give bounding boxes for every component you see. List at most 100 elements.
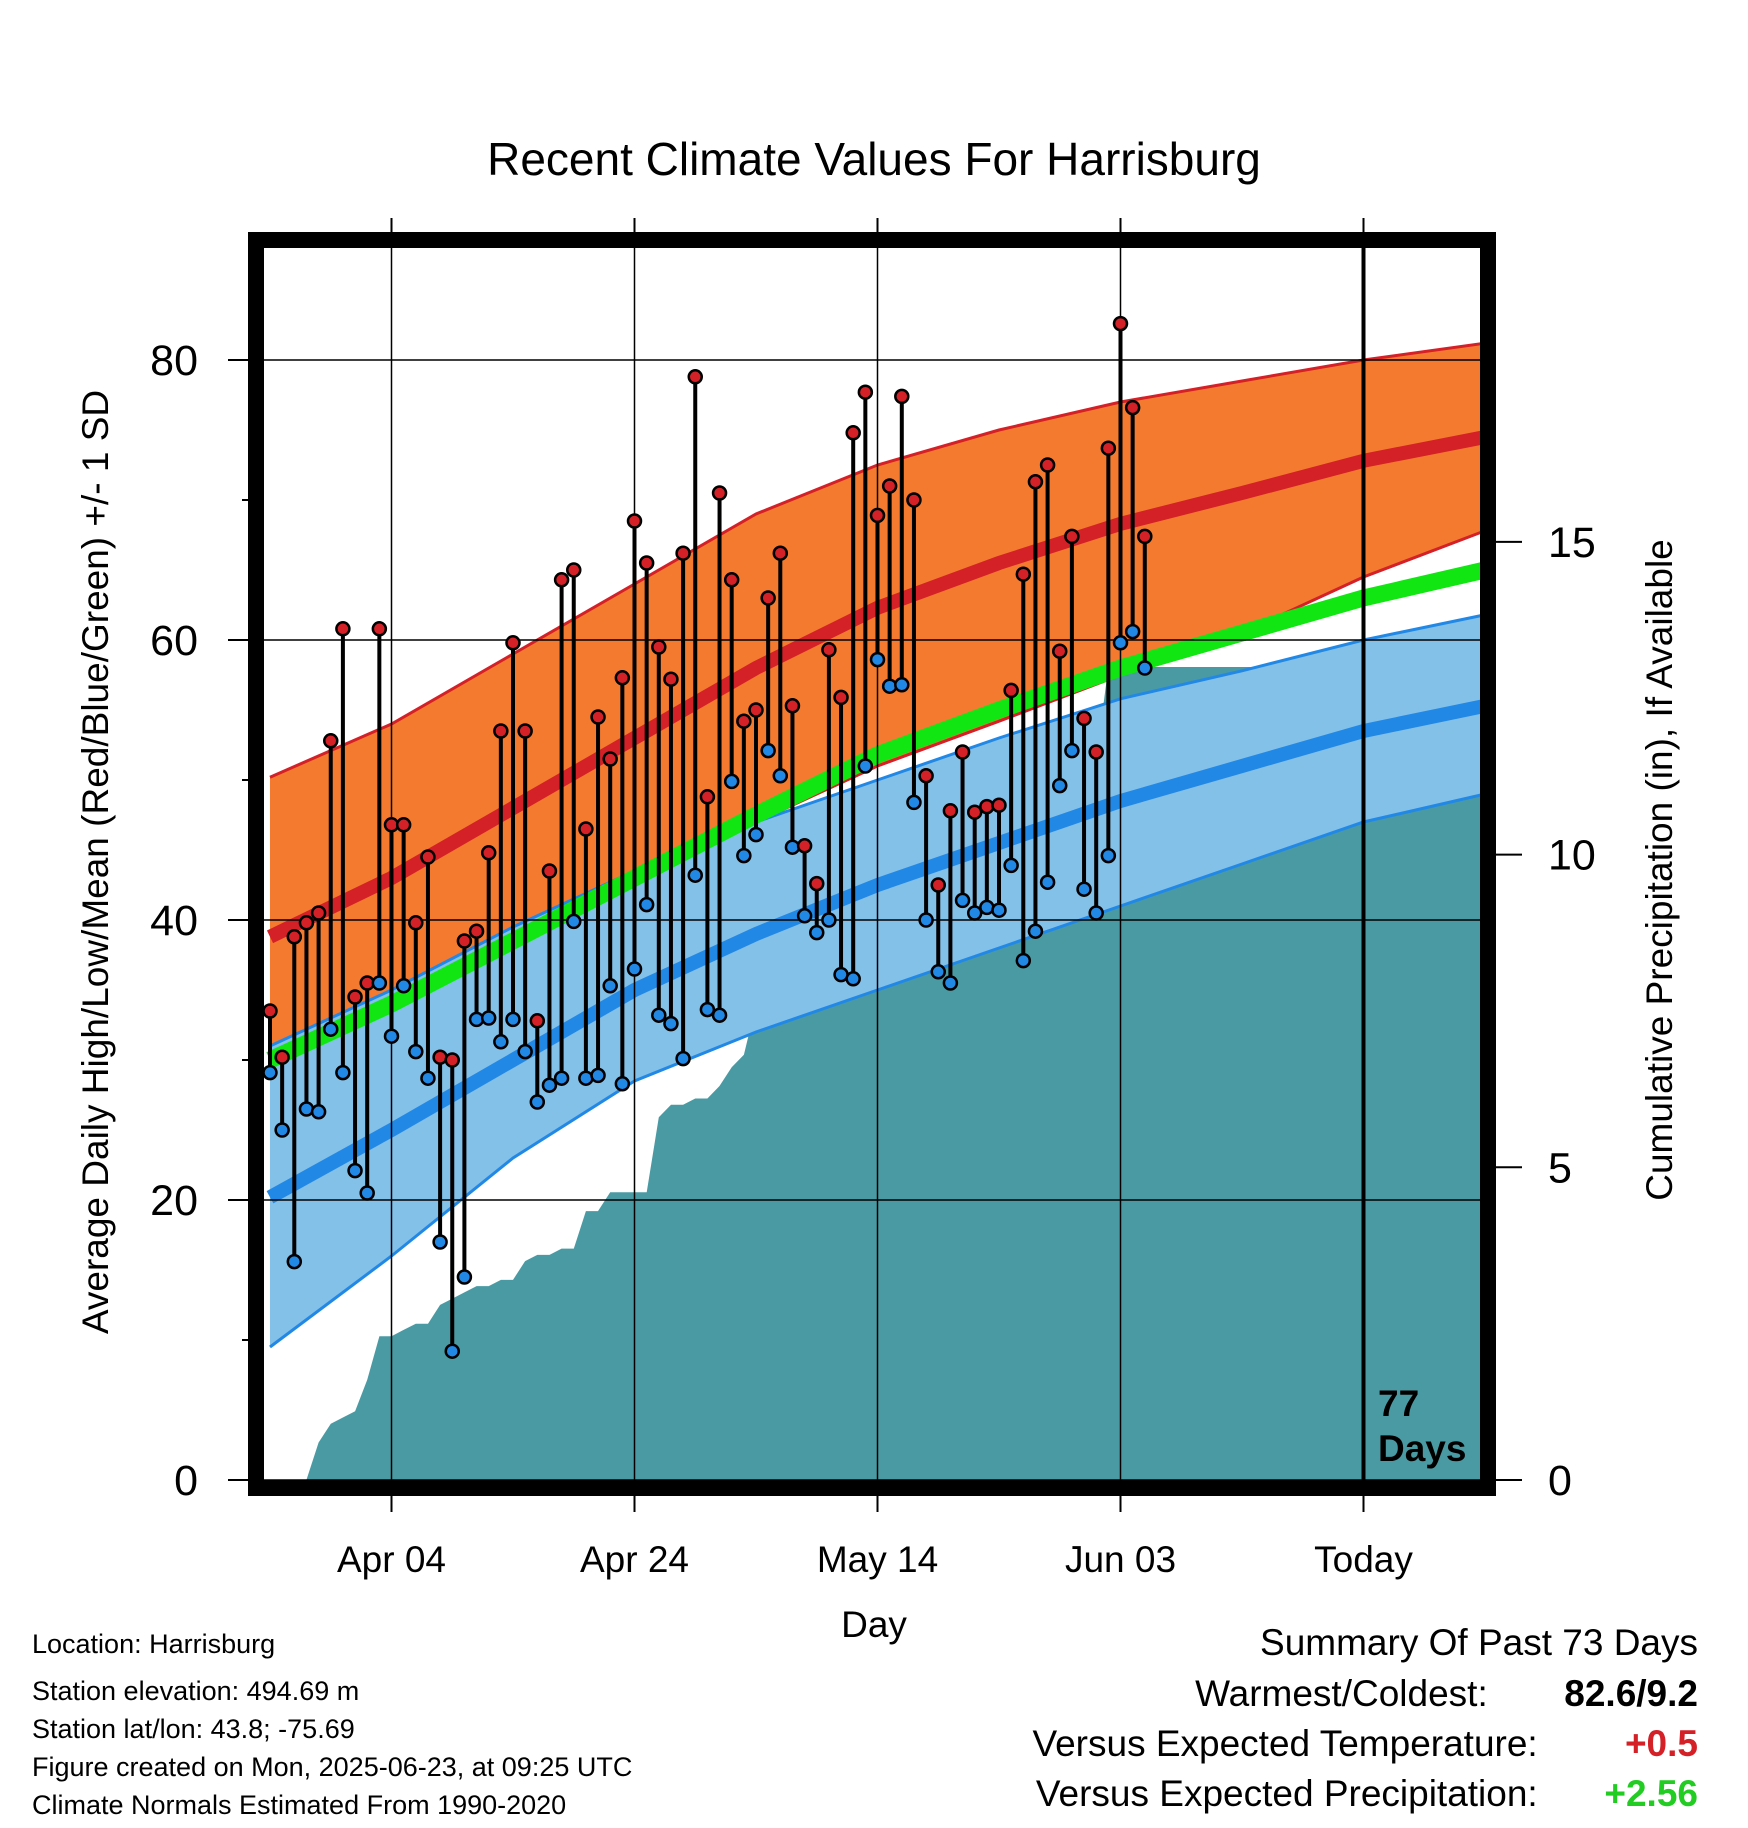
daily-high-point bbox=[845, 425, 861, 441]
daily-low-point bbox=[723, 773, 740, 790]
y-tick-label: 80 bbox=[150, 337, 198, 385]
daily-low-point bbox=[663, 1015, 679, 1032]
daily-low-point bbox=[687, 867, 703, 883]
daily-low-point bbox=[736, 847, 752, 864]
daily-high-point bbox=[1137, 528, 1153, 545]
daily-low-point bbox=[1064, 742, 1080, 759]
daily-high-point bbox=[918, 768, 934, 784]
daily-high-point bbox=[493, 723, 509, 739]
daily-high-point bbox=[529, 1013, 546, 1029]
daily-high-point bbox=[505, 635, 521, 651]
daily-high-point bbox=[286, 929, 303, 945]
y2-axis-label: Cumulative Precipitation (in), If Availa… bbox=[1639, 539, 1680, 1201]
summary-warm-cold: Warmest/Coldest: 82.6/9.2 bbox=[1195, 1673, 1698, 1715]
daily-high-point bbox=[1015, 566, 1032, 582]
daily-high-point bbox=[857, 384, 874, 400]
daily-low-point bbox=[444, 1343, 460, 1359]
y-axis-label: Average Daily High/Low/Mean (Red/Blue/Gr… bbox=[75, 390, 116, 1334]
daily-low-point bbox=[1027, 923, 1044, 939]
daily-high-point bbox=[371, 621, 388, 637]
daily-low-point bbox=[335, 1064, 351, 1081]
daily-high-point bbox=[395, 817, 412, 833]
daily-high-point bbox=[335, 621, 351, 637]
daily-low-point bbox=[420, 1070, 436, 1086]
daily-low-point bbox=[1003, 857, 1019, 874]
daily-low-point bbox=[347, 1162, 363, 1179]
daily-high-point bbox=[869, 507, 886, 524]
daily-low-point bbox=[772, 768, 789, 784]
daily-high-point bbox=[626, 513, 643, 529]
daily-high-point bbox=[821, 642, 837, 658]
daily-high-point bbox=[723, 572, 740, 588]
daily-high-point bbox=[310, 905, 327, 921]
daily-high-point bbox=[942, 803, 959, 819]
daily-low-point bbox=[359, 1185, 375, 1201]
daily-high-point bbox=[566, 562, 582, 578]
daily-high-point bbox=[1003, 682, 1019, 699]
daily-high-point bbox=[760, 590, 776, 606]
daily-high-point bbox=[614, 670, 631, 686]
daily-low-point bbox=[651, 1007, 667, 1023]
daily-low-point bbox=[590, 1067, 606, 1084]
daily-low-point bbox=[966, 905, 983, 921]
daily-low-point bbox=[845, 971, 861, 987]
daily-high-point bbox=[809, 875, 825, 892]
daily-high-point bbox=[748, 702, 764, 718]
daily-low-point bbox=[1137, 660, 1153, 676]
daily-high-point bbox=[954, 744, 971, 760]
daily-high-point bbox=[881, 478, 898, 494]
daily-low-point bbox=[675, 1050, 691, 1067]
daily-low-point bbox=[480, 1010, 497, 1026]
daily-high-point bbox=[420, 849, 436, 865]
daily-low-point bbox=[979, 899, 995, 916]
daily-high-point bbox=[796, 838, 813, 854]
y2-tick-label: 0 bbox=[1548, 1457, 1572, 1505]
daily-low-point bbox=[638, 896, 655, 913]
daily-high-point bbox=[991, 797, 1007, 813]
daily-high-point bbox=[456, 933, 473, 949]
daily-high-point bbox=[687, 369, 703, 385]
daily-high-point bbox=[444, 1052, 460, 1068]
x-tick-label: May 14 bbox=[817, 1539, 938, 1580]
low-sd-band bbox=[270, 615, 1480, 1347]
daily-high-point bbox=[1112, 315, 1129, 332]
daily-high-point bbox=[906, 492, 922, 508]
today-days-unit: Days bbox=[1378, 1428, 1466, 1469]
summary-precip: Versus Expected Precipitation: +2.56 bbox=[1036, 1773, 1698, 1815]
y-tick-label: 40 bbox=[150, 897, 198, 945]
daily-high-point bbox=[590, 709, 606, 725]
daily-low-point bbox=[517, 1043, 533, 1060]
daily-low-point bbox=[1088, 905, 1104, 921]
daily-low-point bbox=[383, 1028, 400, 1044]
daily-low-point bbox=[821, 912, 837, 928]
daily-low-point bbox=[298, 1101, 315, 1117]
warm-cold-value: 82.6/9.2 bbox=[1564, 1673, 1698, 1714]
daily-high-point bbox=[699, 789, 716, 805]
daily-high-point bbox=[1088, 744, 1104, 760]
daily-low-point bbox=[1076, 881, 1092, 897]
daily-low-point bbox=[894, 677, 910, 693]
daily-low-point bbox=[456, 1269, 473, 1285]
x-axis-label: Day bbox=[841, 1604, 907, 1645]
daily-low-point bbox=[395, 978, 412, 994]
temp-value: +0.5 bbox=[1624, 1723, 1698, 1764]
y-tick-label: 60 bbox=[150, 617, 198, 665]
daily-low-point bbox=[408, 1043, 424, 1060]
daily-high-point bbox=[347, 989, 363, 1005]
daily-high-point bbox=[894, 388, 910, 405]
daily-low-point bbox=[918, 912, 934, 928]
daily-high-point bbox=[298, 915, 315, 931]
daily-low-point bbox=[323, 1021, 339, 1037]
precip-label: Versus Expected Precipitation: bbox=[1035, 1773, 1538, 1814]
daily-high-point bbox=[675, 545, 691, 561]
elevation-text: Station elevation: 494.69 m bbox=[32, 1676, 360, 1706]
daily-low-point bbox=[529, 1094, 546, 1110]
daily-low-point bbox=[541, 1077, 558, 1093]
summary-title: Summary Of Past 73 Days bbox=[1260, 1622, 1698, 1663]
x-tick-label: Jun 03 bbox=[1065, 1539, 1176, 1580]
daily-low-point bbox=[1052, 777, 1068, 794]
daily-low-point bbox=[614, 1076, 631, 1092]
daily-low-point bbox=[1124, 623, 1141, 640]
daily-low-point bbox=[274, 1122, 290, 1138]
